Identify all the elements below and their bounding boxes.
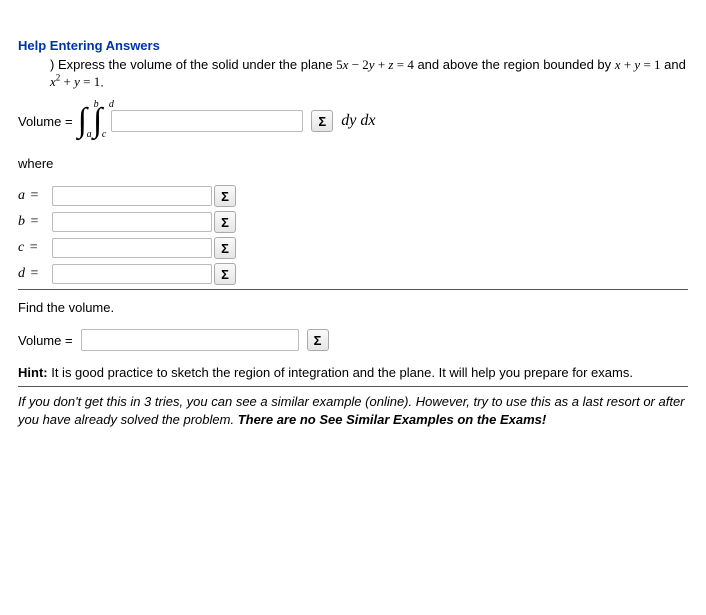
volume-integral-row: Volume = ∫ b a ∫ d c Σ dy dx <box>18 104 688 138</box>
footer-note: If you don't get this in 3 tries, you ca… <box>18 393 688 428</box>
sigma-button-volume[interactable]: Σ <box>307 329 329 351</box>
limit-label-b: b = <box>18 214 52 230</box>
sigma-button-integrand[interactable]: Σ <box>311 110 333 132</box>
limit-row-a: a = Σ <box>18 185 688 207</box>
sigma-button-a[interactable]: Σ <box>214 185 236 207</box>
help-entering-answers-link[interactable]: Help Entering Answers <box>18 38 688 53</box>
region-eq-2: x2 + y = 1 <box>50 74 100 89</box>
footer-text-2: There are no See Similar Examples on the… <box>238 412 547 427</box>
volume-answer-label: Volume = <box>18 333 73 348</box>
inner-integral-upper: d <box>109 100 114 110</box>
region-eq-1: x + y = 1 <box>615 57 661 72</box>
outer-integral-lower: a <box>87 130 92 140</box>
hint-line: Hint: It is good practice to sketch the … <box>18 365 688 380</box>
sigma-button-c[interactable]: Σ <box>214 237 236 259</box>
outer-integral: ∫ b a <box>78 104 87 138</box>
limit-label-d: d = <box>18 266 52 282</box>
limits-section: a = Σ b = Σ c = Σ d = Σ <box>18 185 688 285</box>
divider-2 <box>18 386 688 387</box>
inner-integral: ∫ d c <box>93 104 102 138</box>
limit-row-c: c = Σ <box>18 237 688 259</box>
limit-input-a[interactable] <box>52 186 212 206</box>
volume-label: Volume = <box>18 114 73 129</box>
plane-equation: 5x − 2y + z = 4 <box>336 57 414 72</box>
sigma-button-d[interactable]: Σ <box>214 263 236 285</box>
limit-input-b[interactable] <box>52 212 212 232</box>
problem-prefix: ) Express the volume of the solid under … <box>50 57 336 72</box>
where-label: where <box>18 156 688 171</box>
sigma-button-b[interactable]: Σ <box>214 211 236 233</box>
limit-label-a: a = <box>18 188 52 204</box>
period: . <box>100 74 104 89</box>
find-volume-text: Find the volume. <box>18 300 688 315</box>
integrand-input[interactable] <box>111 110 303 132</box>
hint-bold: Hint: <box>18 365 48 380</box>
volume-answer-row: Volume = Σ <box>18 329 688 351</box>
limit-row-d: d = Σ <box>18 263 688 285</box>
divider-1 <box>18 289 688 290</box>
limit-row-b: b = Σ <box>18 211 688 233</box>
limit-input-c[interactable] <box>52 238 212 258</box>
problem-and: and <box>661 57 686 72</box>
problem-statement: ) Express the volume of the solid under … <box>50 57 688 90</box>
problem-mid: and above the region bounded by <box>414 57 615 72</box>
volume-answer-input[interactable] <box>81 329 299 351</box>
differential: dy dx <box>341 112 375 130</box>
limit-label-c: c = <box>18 240 52 256</box>
limit-input-d[interactable] <box>52 264 212 284</box>
hint-text: It is good practice to sketch the region… <box>48 365 633 380</box>
inner-integral-lower: c <box>102 130 106 140</box>
